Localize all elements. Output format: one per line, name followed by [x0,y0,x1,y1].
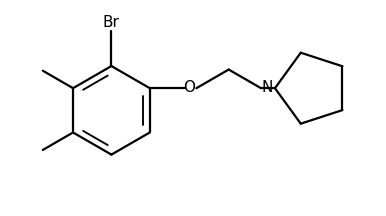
Text: Br: Br [103,15,120,30]
Text: O: O [183,79,195,95]
Text: N: N [261,80,273,95]
